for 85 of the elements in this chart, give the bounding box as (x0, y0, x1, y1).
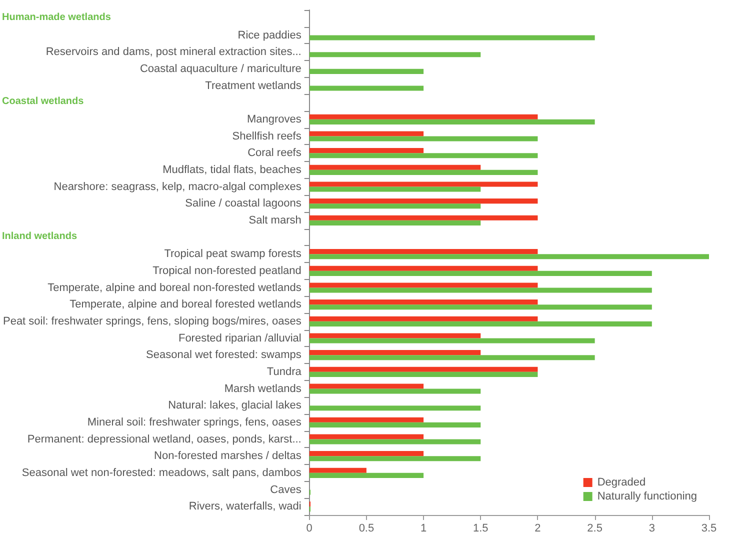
x-tick-label: 2 (534, 522, 541, 534)
bar (309, 316, 538, 322)
bar (309, 406, 481, 411)
y-tick-label: Mudflats, tidal flats, beaches (162, 164, 302, 176)
x-tick-label: 1 (420, 522, 427, 534)
bar (309, 254, 709, 260)
x-tick-label: 2.5 (587, 522, 602, 534)
y-tick-label: Peat soil: freshwater springs, fens, sloping bogs/mires, oases (2, 315, 302, 328)
x-tick-label: 0.5 (358, 522, 374, 534)
bar (309, 388, 481, 394)
y-tick-label: Coral reefs (248, 147, 302, 160)
bar (309, 266, 538, 271)
bar (309, 355, 595, 360)
text: Coastal wetlands (2, 96, 84, 108)
bar (309, 472, 424, 478)
bar (309, 439, 481, 444)
x-tick-label: 1.5 (472, 522, 488, 534)
bar (309, 215, 538, 220)
bar (309, 52, 481, 58)
y-tick-label: Saline / coastal lagoons (185, 198, 302, 210)
bar (309, 204, 481, 209)
bar (309, 198, 538, 204)
bar (309, 153, 538, 158)
bar (309, 170, 538, 175)
bar (309, 182, 538, 187)
y-tick-label: Treatment wetlands (205, 80, 302, 92)
bar (309, 338, 595, 344)
y-tick-label: Tundra (266, 366, 302, 378)
y-tick-label: Seasonal wet non-forested: meadows, salt pans, dambos (22, 466, 302, 479)
y-tick-label: Salt marsh (248, 214, 302, 226)
bar (309, 186, 481, 192)
bar (309, 86, 424, 91)
bar (309, 68, 424, 74)
bar (309, 417, 424, 422)
legend-label: Naturally functioning (597, 490, 698, 502)
bar (309, 422, 481, 428)
bar (309, 333, 481, 338)
bar (309, 350, 481, 356)
legend-label: Degraded (597, 476, 646, 488)
bar (309, 456, 481, 462)
y-tick-label: Natural: lakes, glacial lakes (168, 400, 302, 412)
y-tick-label: Rivers, waterfalls, wadi (188, 500, 302, 513)
bar (309, 384, 424, 389)
bar (309, 288, 652, 293)
bar (309, 35, 595, 40)
x-tick-label: 0 (306, 522, 312, 534)
bar (309, 304, 652, 310)
bar (309, 282, 538, 288)
y-tick-label: Permanent: depressional wetland, oases, ponds, karst... (27, 433, 302, 446)
text: Human-made wetlands (2, 12, 112, 23)
bar (309, 372, 538, 377)
y-tick-label: Shellfish reefs (232, 130, 302, 142)
y-tick-label: Marsh wetlands (224, 382, 302, 395)
y-tick-label: Seasonal wet forested: swamps (146, 349, 302, 362)
y-tick-label: Temperate, alpine and boreal non-forested wetlands (48, 282, 302, 294)
bar (309, 451, 424, 456)
bar (309, 131, 424, 136)
y-tick-label: Tropical non-forested peatland (152, 264, 302, 277)
bar (309, 220, 481, 226)
bar (309, 136, 538, 142)
bar (309, 119, 595, 124)
bar (309, 434, 424, 440)
y-tick-label: Coastal aquaculture / mariculture (140, 62, 302, 75)
text: Inland wetlands (2, 230, 78, 242)
bar (309, 270, 652, 276)
x-tick-label: 3 (648, 522, 655, 534)
bar (309, 164, 481, 170)
bar (309, 300, 538, 305)
bar (309, 321, 652, 326)
bar (309, 249, 538, 254)
y-tick-label: Forested riparian /alluvial (178, 332, 302, 344)
y-tick-label: Nearshore: seagrass, kelp, macro-algal complexes (54, 180, 302, 193)
x-tick-label: 3.5 (701, 522, 717, 534)
y-tick-label: Non-forested marshes / deltas (154, 450, 302, 462)
y-tick-label: Tropical peat swamp forests (164, 248, 302, 260)
y-tick-label: Caves (270, 484, 302, 496)
y-tick-label: Mangroves (246, 113, 302, 126)
bar (309, 366, 538, 372)
bar (309, 114, 538, 120)
y-tick-label: Temperate, alpine and boreal forested wetlands (70, 298, 302, 311)
y-tick-label: Mineral soil: freshwater springs, fens, oases (87, 416, 302, 428)
y-tick-label: Rice paddies (238, 29, 302, 42)
y-tick-label: Reservoirs and dams, post mineral extraction sites... (46, 46, 302, 58)
bar (309, 468, 366, 473)
bar (309, 148, 424, 154)
